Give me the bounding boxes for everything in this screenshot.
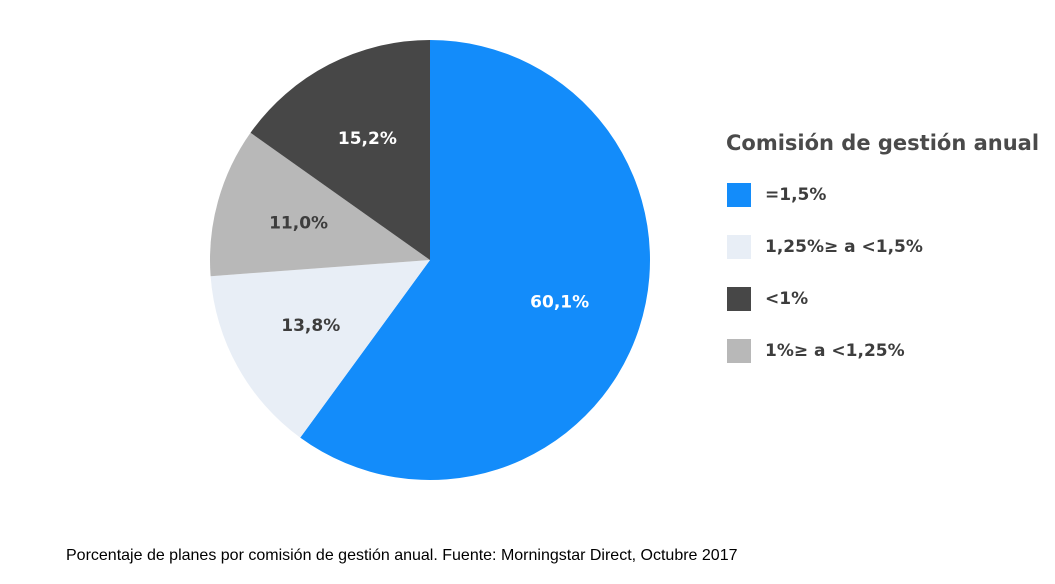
legend-swatch — [727, 183, 751, 207]
legend-title: Comisión de gestión anual — [726, 131, 1039, 155]
slice-label-3: 11,0% — [269, 213, 328, 233]
chart-caption: Porcentaje de planes por comisión de ges… — [66, 547, 738, 564]
slice-label-2: 13,8% — [281, 316, 340, 336]
slice-label-1: 60,1% — [530, 292, 589, 312]
pie-slice-3 — [209, 132, 430, 277]
legend-items: =1,5% 1,25%≥ a <1,5% <1% 1%≥ a <1,25% — [727, 183, 923, 363]
legend-swatch — [727, 235, 751, 259]
legend-label: 1,25%≥ a <1,5% — [765, 237, 923, 257]
pie-slice-labels: 60,1% 13,8% 11,0% 15,2% — [269, 129, 589, 336]
legend-swatch — [727, 287, 751, 311]
pie-slices — [209, 40, 650, 481]
legend: Comisión de gestión anual =1,5% 1,25%≥ a … — [726, 131, 1039, 363]
legend-swatch — [727, 339, 751, 363]
pie-slice-4 — [250, 40, 430, 260]
legend-label: =1,5% — [765, 185, 826, 205]
slice-label-4: 15,2% — [338, 129, 397, 149]
pie-slice-2 — [210, 260, 430, 438]
legend-item: =1,5% — [727, 183, 826, 207]
legend-item: 1%≥ a <1,25% — [727, 339, 905, 363]
legend-item: <1% — [727, 287, 808, 311]
legend-label: 1%≥ a <1,25% — [765, 341, 905, 361]
legend-label: <1% — [765, 289, 808, 309]
pie-slice-1 — [300, 40, 650, 481]
legend-item: 1,25%≥ a <1,5% — [727, 235, 923, 259]
